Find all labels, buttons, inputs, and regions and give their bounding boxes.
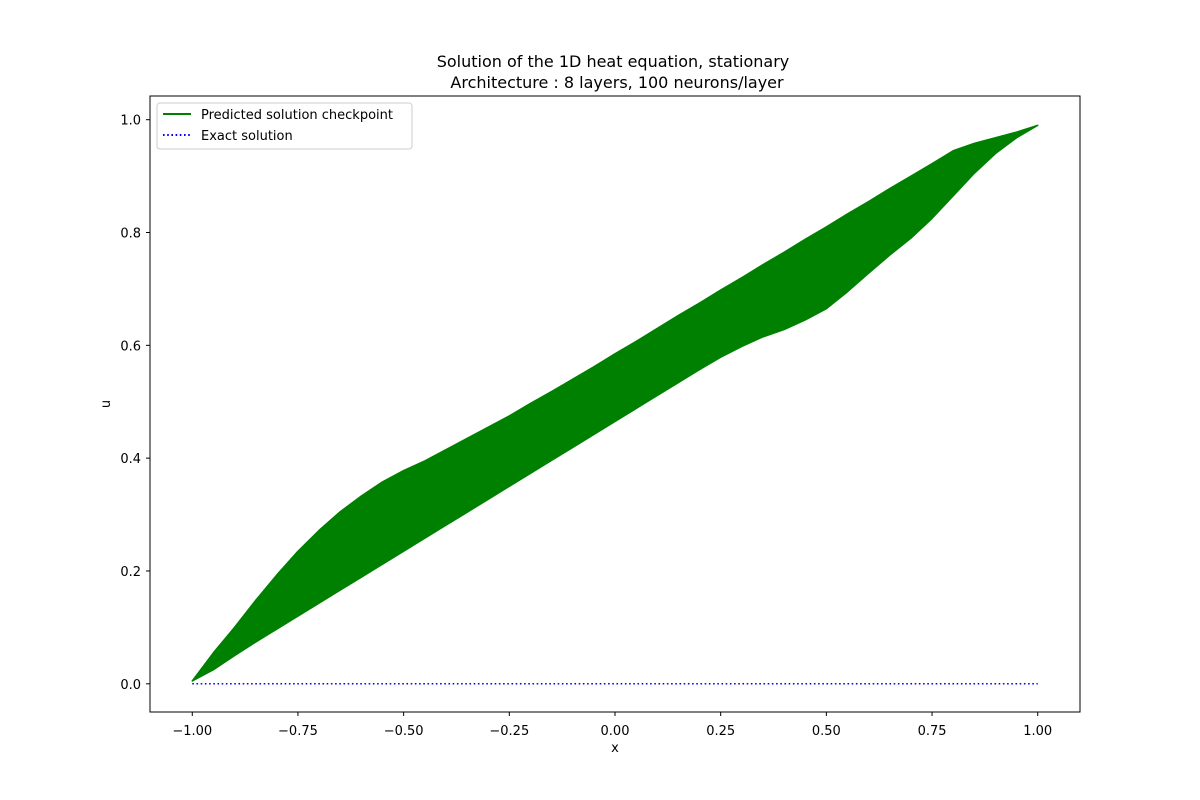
chart-title: Solution of the 1D heat equation, statio… [437, 52, 790, 71]
predicted-solution-band [191, 124, 1039, 682]
legend-label-exact: Exact solution [201, 129, 293, 144]
x-tick-label: −1.00 [172, 724, 212, 739]
y-axis-label: u [99, 400, 114, 408]
x-tick-label: 0.25 [706, 724, 735, 739]
x-tick-label: −0.50 [384, 724, 424, 739]
legend: Predicted solution checkpoint Exact solu… [156, 102, 413, 150]
y-tick-label: 0.0 [120, 678, 141, 693]
plot-data [191, 124, 1039, 685]
y-tick-label: 0.2 [120, 565, 141, 580]
x-tick-label: −0.75 [278, 724, 318, 739]
y-tick-label: 0.4 [120, 452, 141, 467]
y-axis: 0.0 0.2 0.4 0.6 0.8 1.0 [120, 114, 150, 693]
legend-frame [156, 102, 413, 150]
x-tick-label: 0.50 [812, 724, 841, 739]
chart-subtitle: Architecture : 8 layers, 100 neurons/lay… [450, 73, 784, 92]
x-tick-label: 1.00 [1023, 724, 1052, 739]
y-tick-label: 1.0 [120, 114, 141, 129]
x-axis: −1.00 −0.75 −0.50 −0.25 0.00 0.25 0.50 0.75 1.00 [172, 712, 1052, 739]
y-tick-label: 0.8 [120, 227, 141, 242]
legend-label-predicted: Predicted solution checkpoint [201, 108, 393, 123]
y-tick-label: 0.6 [120, 339, 141, 354]
x-tick-label: 0.00 [601, 724, 630, 739]
x-tick-label: −0.25 [489, 724, 529, 739]
x-tick-label: 0.75 [918, 724, 947, 739]
x-axis-label: x [611, 741, 619, 756]
